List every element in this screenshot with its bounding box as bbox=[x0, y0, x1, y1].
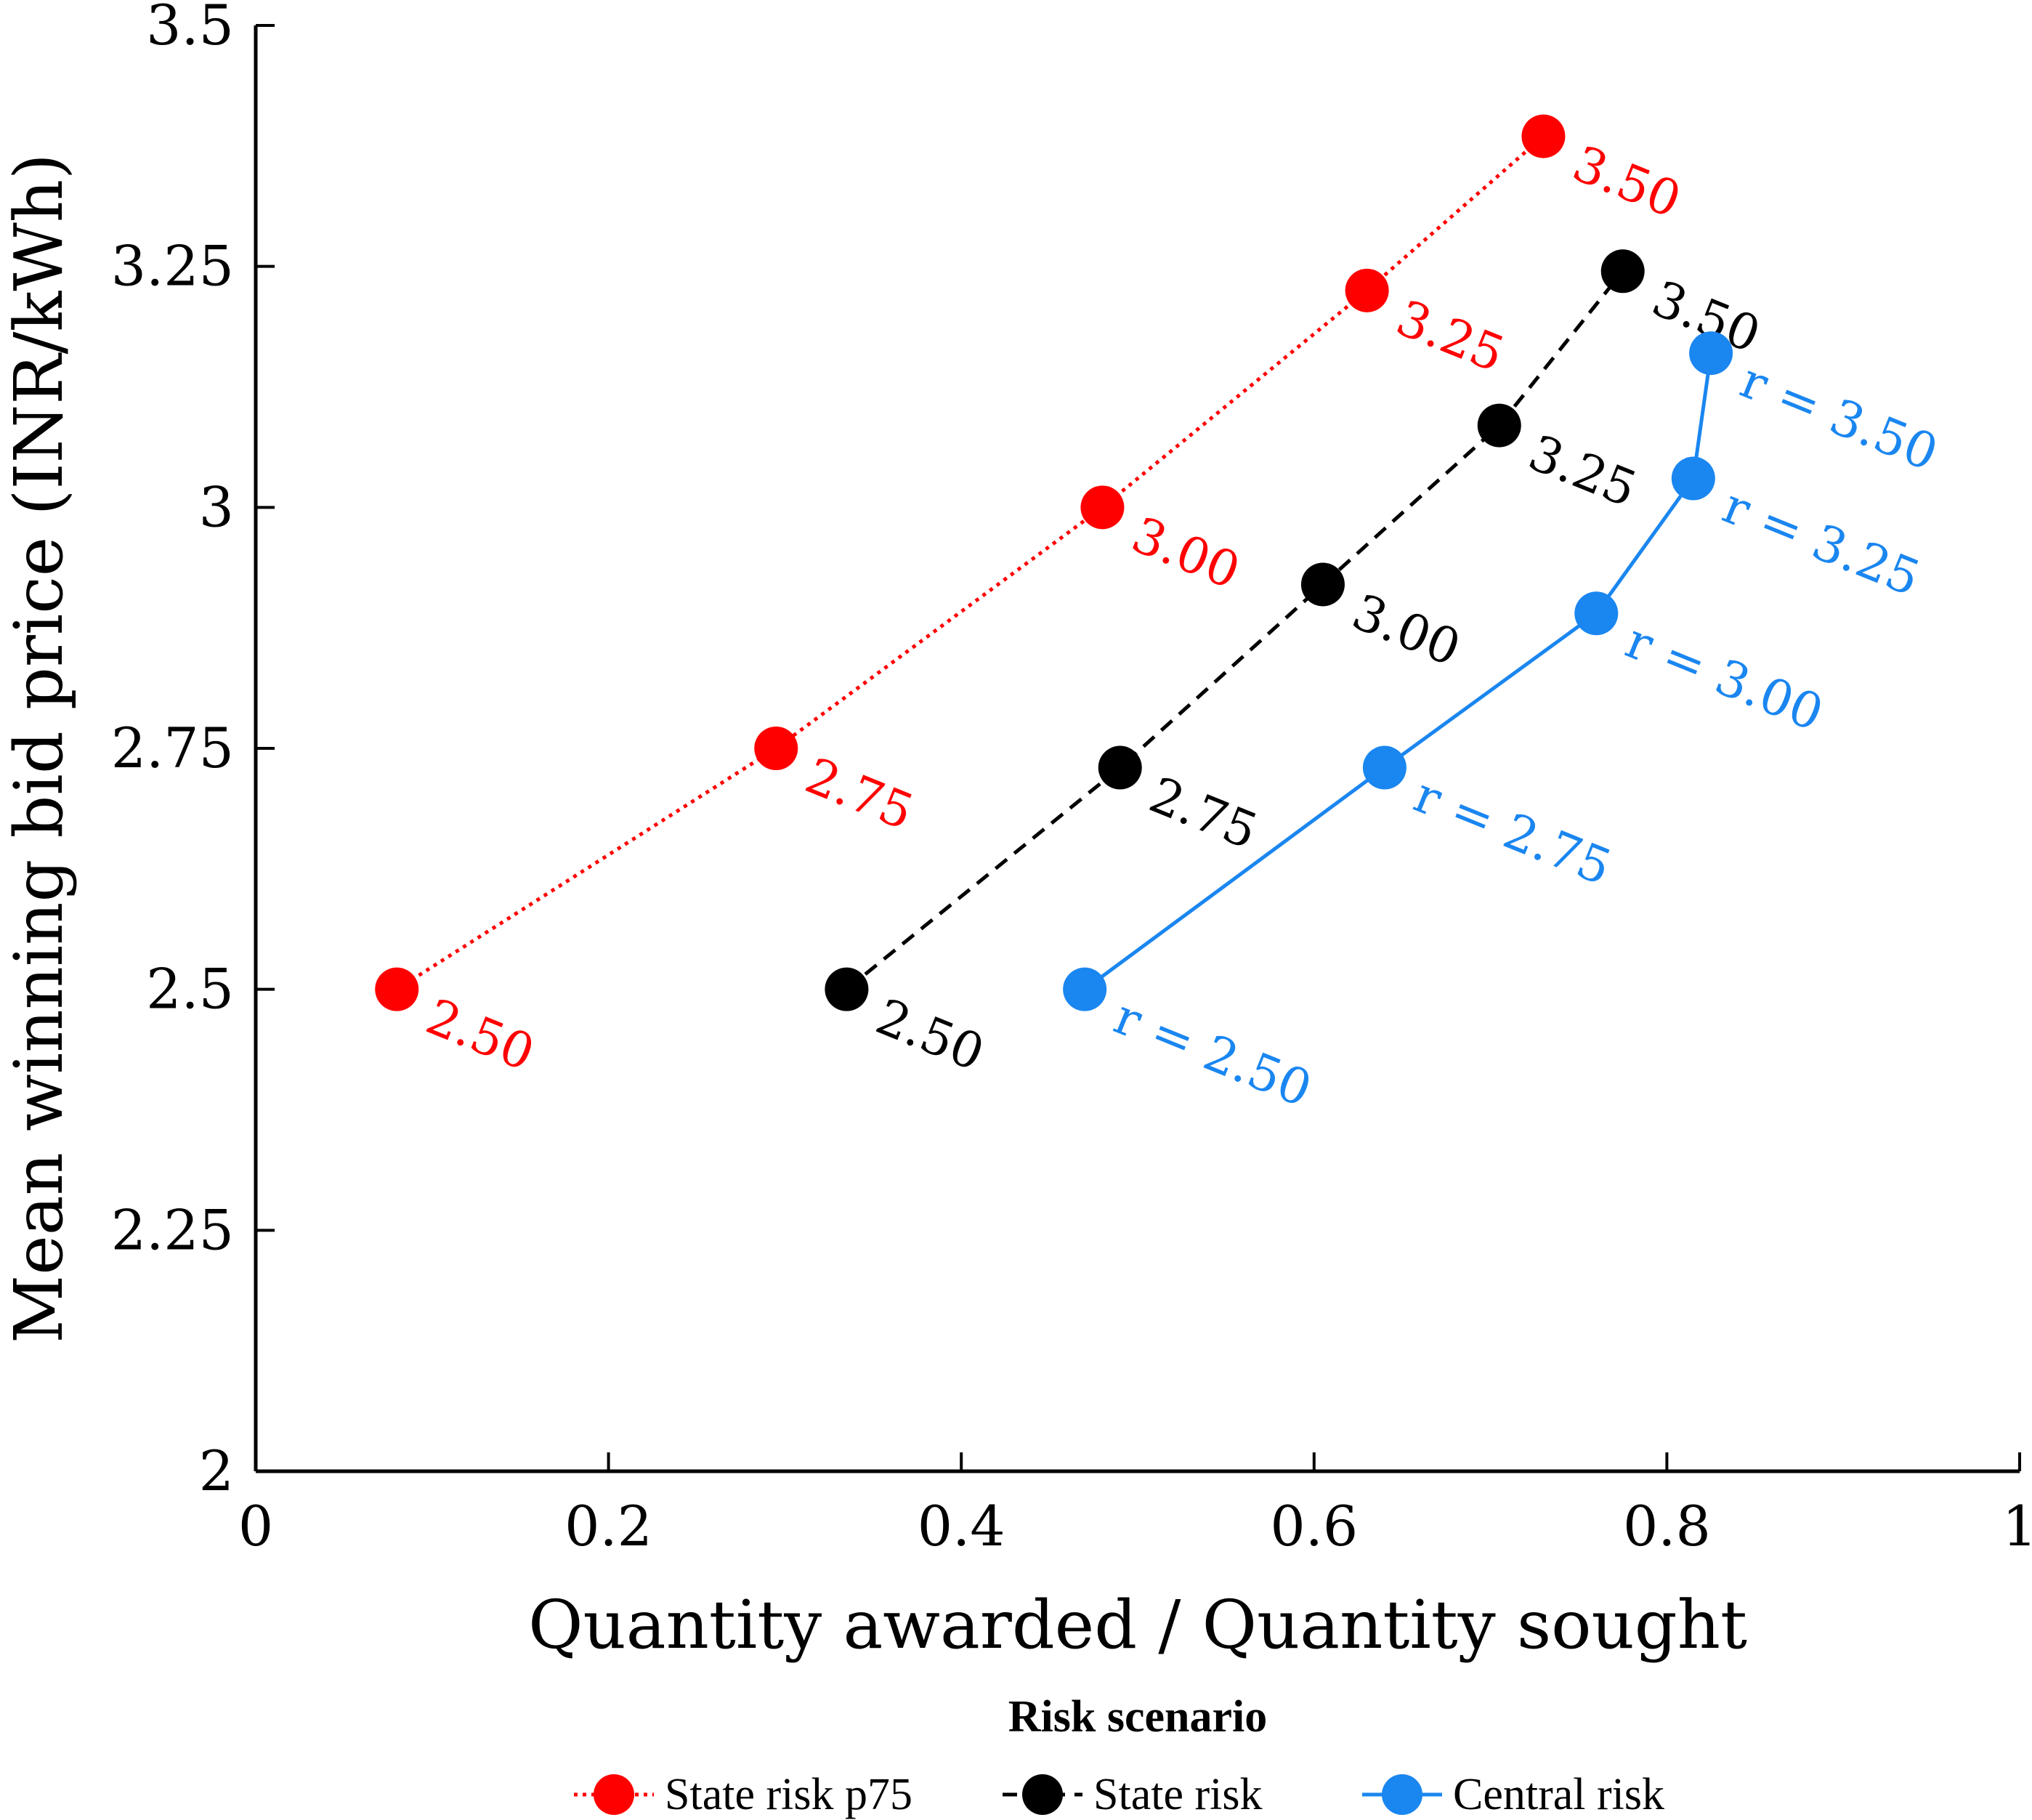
y-tick-label: 3.25 bbox=[111, 234, 234, 299]
x-axis-title: Quantity awarded / Quantity sought bbox=[528, 1586, 1747, 1664]
legend-label: State risk bbox=[1093, 1770, 1262, 1819]
data-label: 3.50 bbox=[1565, 135, 1688, 230]
data-point bbox=[1574, 591, 1619, 636]
data-label: 2.75 bbox=[1141, 767, 1265, 861]
data-label: r = 3.25 bbox=[1715, 477, 1927, 608]
series-state-risk-p75: 2.50 2.75 3.00 3.25 3.50 bbox=[375, 114, 1688, 1083]
data-point bbox=[1477, 403, 1521, 448]
legend-marker bbox=[1022, 1774, 1063, 1815]
y-tick-label: 2.5 bbox=[146, 957, 234, 1022]
legend: Risk scenario State risk p75 State risk Ce… bbox=[574, 1692, 1664, 1819]
legend-marker bbox=[594, 1774, 634, 1815]
legend-title: Risk scenario bbox=[1008, 1692, 1268, 1742]
series-layer: 2.50 2.75 3.00 3.25 3.502.50 2.75 3.00 3.25 3.50… bbox=[375, 114, 1946, 1119]
data-point bbox=[375, 967, 419, 1011]
data-point bbox=[1689, 331, 1733, 376]
data-point bbox=[1362, 745, 1406, 790]
series-line bbox=[845, 270, 1624, 991]
data-point bbox=[1345, 268, 1389, 312]
series-line bbox=[1083, 352, 1713, 991]
y-tick-label: 2.25 bbox=[111, 1197, 234, 1262]
data-label: r = 2.75 bbox=[1406, 767, 1619, 897]
axes bbox=[254, 25, 2020, 1473]
y-tick-label: 2 bbox=[199, 1439, 234, 1503]
data-point bbox=[825, 967, 869, 1011]
data-point bbox=[1300, 562, 1345, 607]
data-label: r = 3.50 bbox=[1733, 352, 1946, 483]
data-point bbox=[1063, 967, 1107, 1011]
data-label: 2.50 bbox=[868, 988, 992, 1083]
x-tick-label: 0.8 bbox=[1623, 1494, 1711, 1558]
legend-item: State risk bbox=[1003, 1770, 1262, 1819]
y-tick-label: 3.5 bbox=[146, 0, 234, 57]
data-label: 2.50 bbox=[418, 988, 542, 1083]
x-tick-label: 0.2 bbox=[564, 1494, 652, 1558]
legend-items: State risk p75 State risk Central risk bbox=[574, 1770, 1664, 1819]
data-point bbox=[1521, 114, 1566, 158]
data-label: 3.00 bbox=[1345, 583, 1468, 678]
data-label: 3.00 bbox=[1124, 506, 1247, 601]
x-tick-label: 1 bbox=[2002, 1494, 2032, 1558]
x-tick-label: 0.6 bbox=[1270, 1494, 1358, 1558]
ticks: 0 0.2 0.4 0.6 0.8 1 2 2.25 2.5 2.75 3 3.25 3.5 bbox=[111, 0, 2032, 1558]
legend-label: Central risk bbox=[1453, 1770, 1664, 1819]
legend-item: State risk p75 bbox=[574, 1770, 912, 1819]
data-point bbox=[1098, 745, 1142, 790]
data-label: r = 2.50 bbox=[1106, 988, 1319, 1119]
data-point bbox=[1080, 485, 1125, 530]
data-label: 2.75 bbox=[798, 748, 921, 842]
legend-marker bbox=[1382, 1774, 1422, 1815]
series-central-risk: r = 2.50 r = 2.75 r = 3.00r = 3.25r = 3.50 bbox=[1063, 331, 1946, 1119]
data-point bbox=[1600, 249, 1645, 294]
y-tick-label: 2.75 bbox=[111, 716, 234, 780]
series-line bbox=[395, 134, 1545, 991]
legend-label: State risk p75 bbox=[665, 1770, 912, 1819]
y-tick-label: 3 bbox=[199, 474, 234, 539]
x-tick-label: 0 bbox=[238, 1494, 273, 1558]
data-label: r = 3.00 bbox=[1618, 612, 1831, 743]
data-point bbox=[1671, 456, 1715, 501]
data-label: 3.25 bbox=[1388, 289, 1512, 384]
x-tick-label: 0.4 bbox=[918, 1494, 1005, 1558]
legend-item: Central risk bbox=[1362, 1770, 1664, 1819]
data-point bbox=[754, 727, 798, 770]
y-axis-title: Mean winning bid price (INR/kWh) bbox=[0, 153, 78, 1343]
data-label: 3.25 bbox=[1521, 424, 1644, 519]
